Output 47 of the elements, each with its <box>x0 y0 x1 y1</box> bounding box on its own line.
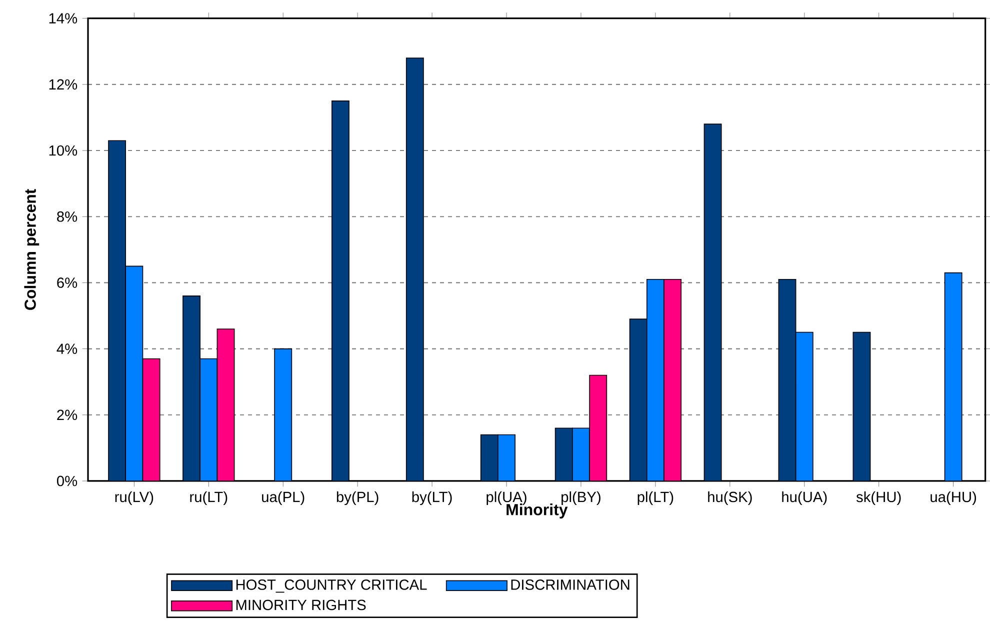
x-tick-label: sk(HU) <box>856 491 901 506</box>
bar <box>778 279 796 481</box>
x-tick-label: hu(UA) <box>782 491 827 506</box>
bar <box>629 318 648 481</box>
x-tick-label: hu(SK) <box>708 491 752 506</box>
x-tick-label: ru(LT) <box>190 491 228 506</box>
y-axis-title: Column percent <box>24 188 40 310</box>
bar <box>274 348 292 481</box>
x-tick-label: by(PL) <box>336 491 378 506</box>
y-tick-label: 2% <box>57 410 78 420</box>
x-tick-label: by(LT) <box>412 491 452 506</box>
bar <box>216 328 235 481</box>
x-tick-label: pl(LT) <box>638 491 674 506</box>
x-tick-label: pl(BY) <box>562 491 600 506</box>
legend-label: DISCRIMINATION <box>511 580 630 590</box>
bar <box>704 124 722 481</box>
bar <box>108 140 126 481</box>
y-tick-label: 10% <box>49 145 78 156</box>
bar <box>125 266 144 481</box>
y-tick-label: 12% <box>49 79 78 90</box>
bar <box>795 332 814 481</box>
legend-label: MINORITY RIGHTS <box>236 600 366 610</box>
bar <box>142 358 160 481</box>
y-tick-label: 4% <box>56 344 78 354</box>
bar <box>498 434 516 481</box>
bar <box>852 332 871 481</box>
bar <box>944 272 962 481</box>
bar <box>480 434 498 481</box>
x-tick-label: ua(PL) <box>262 491 304 506</box>
x-tick-label: pl(UA) <box>486 491 526 506</box>
y-tick-label: 8% <box>57 211 78 222</box>
legend-label: HOST_COUNTRY CRITICAL <box>236 580 427 593</box>
y-tick-label: 0% <box>56 476 78 486</box>
y-tick-label: 6% <box>57 278 78 288</box>
bar <box>589 374 608 481</box>
bar <box>331 100 350 481</box>
x-axis-title: Minority <box>506 504 568 518</box>
bar <box>646 279 664 481</box>
x-tick-label: ru(LV) <box>115 491 154 506</box>
x-tick-label: ua(HU) <box>930 491 976 506</box>
bar <box>406 58 424 481</box>
bar <box>572 428 590 481</box>
bar <box>200 358 218 481</box>
y-tick-label: 14% <box>49 13 78 24</box>
bar <box>554 428 573 481</box>
bar <box>182 296 200 481</box>
bar <box>664 279 682 481</box>
